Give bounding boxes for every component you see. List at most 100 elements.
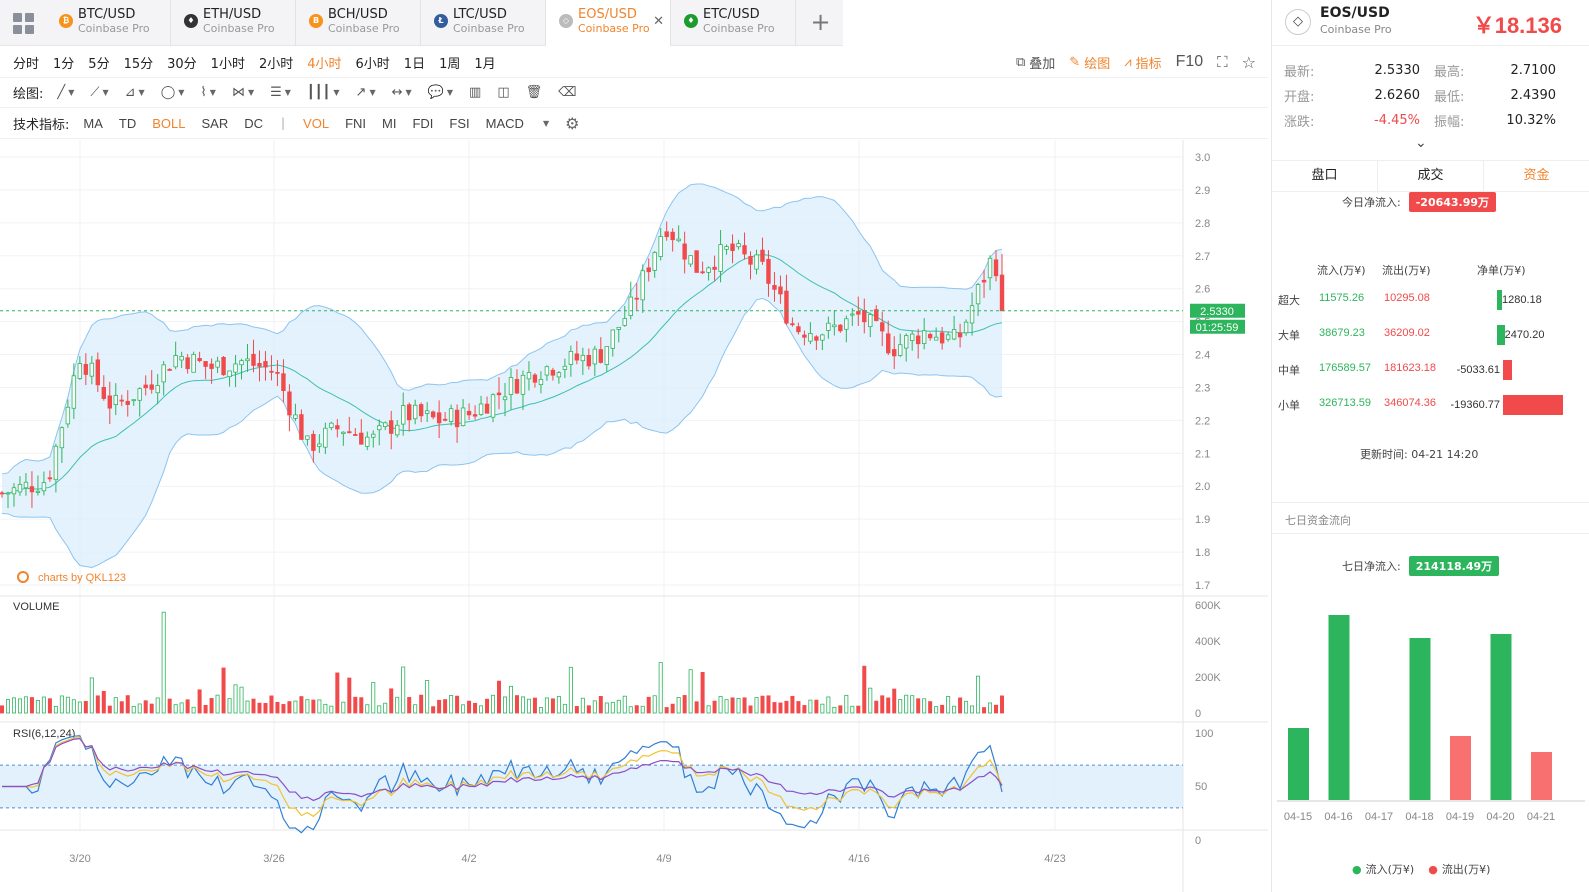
price-stats: 最新: 2.5330 最高: 2.7100 开盘: 2.6260 最低: 2.4390 涨跌: -… — [1284, 58, 1556, 133]
volume-bar — [311, 699, 316, 714]
indicator-fni[interactable]: FNI — [345, 115, 367, 131]
settings-icon[interactable]: ⚙ — [565, 113, 580, 133]
period-6[interactable]: 2小时 — [258, 56, 294, 72]
volume-bar — [772, 702, 777, 714]
indicator-mi[interactable]: MI — [382, 115, 397, 131]
candle-body — [95, 359, 101, 386]
indicators-button[interactable]: ⩘ 指标 — [1124, 53, 1161, 72]
fib-tool[interactable]: ☰ ▼ — [270, 85, 291, 100]
update-value: 04-21 14:20 — [1411, 448, 1479, 461]
measure-tool[interactable]: ↔ ▼ — [391, 85, 412, 100]
period-11[interactable]: 1月 — [474, 56, 496, 72]
price-chart[interactable]: 3.02.92.82.72.62.52.42.32.22.12.01.91.81… — [0, 140, 1268, 892]
period-9[interactable]: 1日 — [403, 56, 426, 72]
indicator-fdi[interactable]: FDI — [412, 115, 434, 131]
pattern-tool[interactable]: ⋈ ▼ — [231, 85, 255, 100]
volume-bar — [113, 697, 118, 714]
x-tick: 4/16 — [848, 853, 869, 865]
candle-body — [424, 410, 430, 414]
indicator-ma[interactable]: MA — [83, 115, 103, 131]
tab-eth-usd[interactable]: ♦ ETH/USD Coinbase Pro — [171, 0, 296, 46]
volume-bar — [970, 705, 975, 714]
period-7[interactable]: 4小时 — [307, 56, 342, 72]
more-indicators-dropdown[interactable]: ▼ — [542, 118, 550, 128]
flow-out: 346074.36 — [1384, 397, 1436, 409]
tab-pair: BTC/USD — [78, 7, 136, 22]
volume-bar — [862, 665, 867, 714]
info-tab-1[interactable]: 成交 — [1378, 161, 1484, 191]
info-tab-0[interactable]: 盘口 — [1272, 161, 1378, 191]
volume-bar — [832, 706, 837, 714]
stat-v: 2.6260 — [1374, 88, 1421, 103]
period-5[interactable]: 1小时 — [210, 56, 245, 72]
volume-bar — [437, 699, 442, 714]
projection-tool[interactable]: ◫ — [489, 85, 517, 100]
f10-button[interactable]: F10 — [1176, 53, 1204, 71]
indicator-fsi[interactable]: FSI — [449, 115, 470, 131]
tab-ltc-usd[interactable]: Ł LTC/USD Coinbase Pro — [421, 0, 546, 46]
flow-in-header: 流入(万¥) — [1317, 264, 1366, 277]
candle-body — [454, 409, 460, 428]
tab-eos-usd[interactable]: ◇ EOS/USD Coinbase Pro ✕ — [546, 0, 671, 46]
indicator-macd[interactable]: MACD — [485, 115, 524, 131]
fullscreen-icon[interactable]: ⛶ — [1217, 53, 1228, 71]
erase-tool[interactable]: ⌫ — [550, 85, 584, 100]
tab-btc-usd[interactable]: ₿ BTC/USD Coinbase Pro — [46, 0, 171, 46]
delete-tool[interactable]: 🗑 — [518, 85, 551, 100]
overlay-button[interactable]: ⧉ 叠加 — [1016, 53, 1055, 72]
seven-day-flow-chart: 04-15 04-16 04-17 04-18 04-19 04-20 04-21 — [1277, 615, 1585, 823]
tab-bch-usd[interactable]: B BCH/USD Coinbase Pro — [296, 0, 421, 46]
channel-tool[interactable]: ⊿ ▼ — [124, 85, 145, 100]
volume-bar — [53, 705, 58, 714]
period-0[interactable]: 分时 — [13, 56, 40, 72]
volume-bar — [335, 672, 340, 714]
arrow-tool[interactable]: ↗ ▼ — [355, 85, 376, 100]
price-y-tick: 1.9 — [1195, 514, 1210, 526]
period-3[interactable]: 15分 — [123, 56, 154, 72]
period-2[interactable]: 5分 — [88, 56, 110, 72]
close-tab-icon[interactable]: ✕ — [653, 14, 664, 29]
info-tab-2[interactable]: 资金 — [1484, 161, 1589, 191]
star-icon[interactable]: ☆ — [1241, 52, 1256, 72]
period-4[interactable]: 30分 — [167, 56, 197, 72]
candle-body — [71, 375, 77, 409]
wave-tool[interactable]: ⌇ ▼ — [200, 85, 216, 100]
volume-y-tick: 200K — [1195, 672, 1221, 684]
volume-bar — [149, 703, 154, 714]
volume-bar — [377, 705, 382, 714]
grid-menu-icon[interactable] — [0, 0, 46, 46]
circle-tool[interactable]: ◯ ▼ — [160, 85, 185, 100]
ray-tool[interactable]: ⟋ ▼ — [90, 85, 109, 100]
flow-net-header: 净单(万¥) — [1477, 264, 1526, 277]
gann-tool[interactable]: ┃┃┃ ▼ — [306, 85, 340, 100]
tab-etc-usd[interactable]: ♦ ETC/USD Coinbase Pro — [671, 0, 796, 46]
volume-bar — [526, 698, 531, 714]
indicator-boll[interactable]: BOLL — [152, 115, 186, 131]
volume-bar — [191, 706, 196, 714]
add-tab-button[interactable]: + — [810, 8, 831, 36]
candle-body — [808, 333, 813, 342]
candle-body — [436, 412, 442, 424]
candle-body — [335, 425, 340, 430]
candle-body — [287, 391, 292, 416]
candle-body — [502, 396, 508, 401]
period-1[interactable]: 1分 — [53, 56, 75, 72]
qkl-logo-icon — [17, 571, 29, 583]
volume-bar — [323, 703, 328, 714]
indicator-dc[interactable]: DC — [244, 115, 263, 131]
candle-body — [395, 424, 400, 436]
candle-body — [556, 372, 562, 378]
stats-tool[interactable]: ▥ — [461, 85, 489, 100]
note-tool[interactable]: 💬 ▼ — [427, 85, 454, 100]
period-10[interactable]: 1周 — [439, 56, 461, 72]
indicator-vol[interactable]: VOL — [303, 115, 330, 131]
expand-chevron-icon[interactable]: ⌄ — [1415, 135, 1427, 151]
candle-body — [634, 297, 639, 300]
seven-bar — [1288, 728, 1309, 800]
indicator-td[interactable]: TD — [118, 115, 137, 131]
candle-body — [712, 266, 717, 270]
period-8[interactable]: 6小时 — [355, 56, 390, 72]
line-tool[interactable]: ╱ ▼ — [57, 85, 75, 100]
indicator-sar[interactable]: SAR — [201, 115, 229, 131]
draw-button[interactable]: ✎ 绘图 — [1069, 53, 1110, 72]
